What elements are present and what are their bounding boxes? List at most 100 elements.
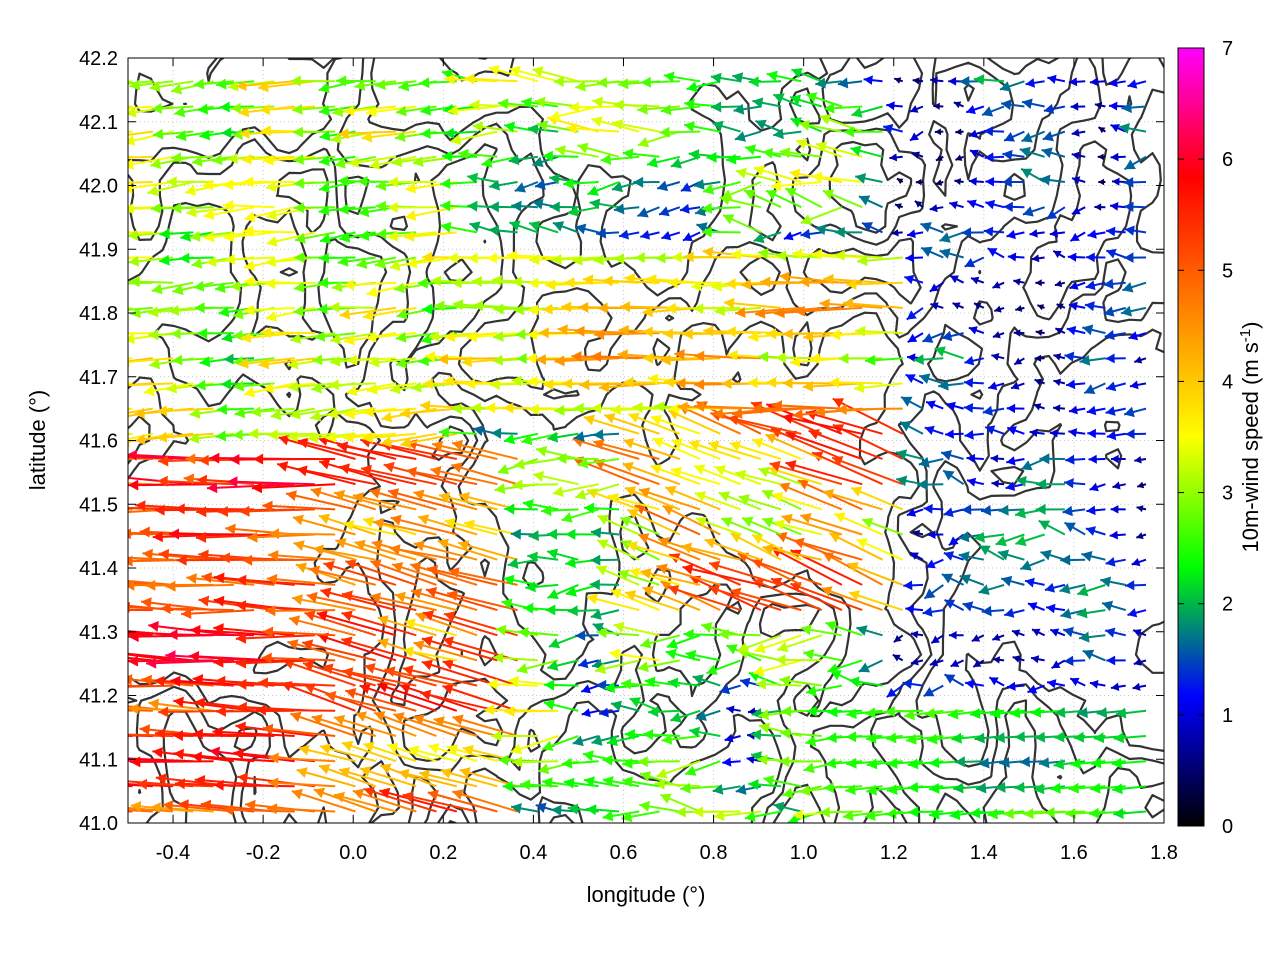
wind-arrow xyxy=(778,482,843,511)
wind-arrow xyxy=(551,254,599,265)
wind-arrow xyxy=(493,652,538,664)
wind-arrow xyxy=(666,634,701,649)
wind-arrow xyxy=(128,332,153,335)
wind-arrow xyxy=(173,696,255,712)
wind-arrow xyxy=(1097,126,1106,134)
wind-arrow xyxy=(964,679,984,689)
wind-arrow xyxy=(904,709,944,721)
wind-arrow xyxy=(213,623,295,637)
wind-arrow xyxy=(861,517,904,536)
wind-arrow xyxy=(167,629,255,641)
wind-arrow xyxy=(373,518,437,536)
wind-arrow xyxy=(387,488,458,511)
wind-arrow xyxy=(640,76,680,88)
wind-arrow xyxy=(1047,74,1066,84)
wind-arrow xyxy=(590,554,620,566)
wind-arrow xyxy=(1105,353,1126,364)
wind-arrow xyxy=(819,806,863,818)
wind-arrows xyxy=(128,65,1147,823)
wind-arrow xyxy=(259,104,315,115)
wind-arrow xyxy=(1034,378,1045,386)
wind-arrow xyxy=(399,407,457,419)
wind-arrow xyxy=(233,380,275,392)
wind-arrow xyxy=(1043,103,1066,114)
wind-arrow xyxy=(1081,551,1106,562)
wind-arrow xyxy=(1064,478,1086,489)
wind-arrow xyxy=(158,548,234,561)
wind-arrow xyxy=(752,97,782,109)
wind-arrow xyxy=(824,102,863,114)
wind-arrow xyxy=(359,766,417,788)
wind-arrow xyxy=(220,378,255,390)
wind-arrow xyxy=(528,403,579,415)
wind-arrow xyxy=(128,306,153,311)
wind-arrow xyxy=(442,659,518,687)
wind-arrow xyxy=(506,250,559,262)
wind-arrow xyxy=(568,101,620,113)
wind-arrow xyxy=(1118,123,1147,134)
wind-arrow xyxy=(239,505,315,517)
wind-arrow xyxy=(933,102,944,110)
wind-arrow xyxy=(987,247,1005,259)
wind-arrow xyxy=(128,581,153,586)
wind-arrow xyxy=(729,440,782,460)
wind-arrow xyxy=(457,540,518,561)
wind-arrow xyxy=(983,226,1005,237)
wind-arrow xyxy=(682,563,762,586)
wind-arrow xyxy=(1000,99,1025,111)
wind-arrow xyxy=(633,176,660,188)
x-tick-label: 1.2 xyxy=(880,842,908,864)
wind-arrow xyxy=(1051,659,1066,669)
wind-arrow xyxy=(1124,225,1147,236)
wind-arrow xyxy=(467,172,498,184)
wind-arrow xyxy=(339,306,397,320)
wind-arrow xyxy=(944,599,965,611)
wind-arrow xyxy=(680,542,741,561)
wind-arrow xyxy=(128,155,153,159)
wind-arrow xyxy=(1044,582,1066,593)
wind-arrow xyxy=(907,332,924,343)
wind-arrow xyxy=(929,204,944,213)
wind-arrow xyxy=(708,585,782,612)
wind-arrow xyxy=(906,229,924,239)
wind-arrow xyxy=(603,413,660,435)
wind-arrow xyxy=(1127,79,1147,89)
wind-arrow xyxy=(769,460,843,486)
wind-arrow xyxy=(586,593,640,612)
y-tick-label: 41.8 xyxy=(79,303,118,325)
wind-arrow xyxy=(172,281,214,296)
colorbar-ticks: 0 1 2 3 4 5 6 7 xyxy=(1178,38,1233,838)
wind-arrow xyxy=(737,634,782,653)
wind-arrow xyxy=(622,461,681,486)
wind-arrow xyxy=(528,220,559,234)
wind-arrow xyxy=(386,742,437,763)
wind-arrow xyxy=(750,729,782,741)
colorbar-tick-label: 3 xyxy=(1222,483,1233,505)
wind-arrow xyxy=(602,810,640,822)
wind-arrow xyxy=(548,634,579,649)
wind-arrow xyxy=(377,682,458,712)
wind-arrow xyxy=(128,332,133,335)
wind-arrow xyxy=(236,678,315,690)
wind-arrow xyxy=(692,674,721,687)
wind-arrow xyxy=(1006,403,1025,414)
wind-arrow xyxy=(267,429,315,441)
wind-arrow xyxy=(590,527,620,539)
wind-arrow xyxy=(961,504,984,515)
x-tick-label: 0.0 xyxy=(339,842,367,864)
wind-arrow xyxy=(891,229,903,237)
wind-arrow xyxy=(433,716,498,737)
wind-arrow xyxy=(846,278,903,290)
wind-arrow xyxy=(667,584,741,612)
y-tick-label: 41.7 xyxy=(79,367,118,389)
wind-arrow xyxy=(270,407,316,421)
wind-arrow xyxy=(1087,428,1106,439)
wind-arrow xyxy=(1085,280,1106,291)
wind-arrow xyxy=(288,615,356,637)
wind-arrow xyxy=(920,246,944,259)
wind-arrow xyxy=(128,709,153,712)
wind-arrow xyxy=(1068,301,1086,311)
wind-arrow xyxy=(914,200,924,208)
wind-arrow xyxy=(915,178,924,186)
wind-arrow xyxy=(346,354,397,366)
